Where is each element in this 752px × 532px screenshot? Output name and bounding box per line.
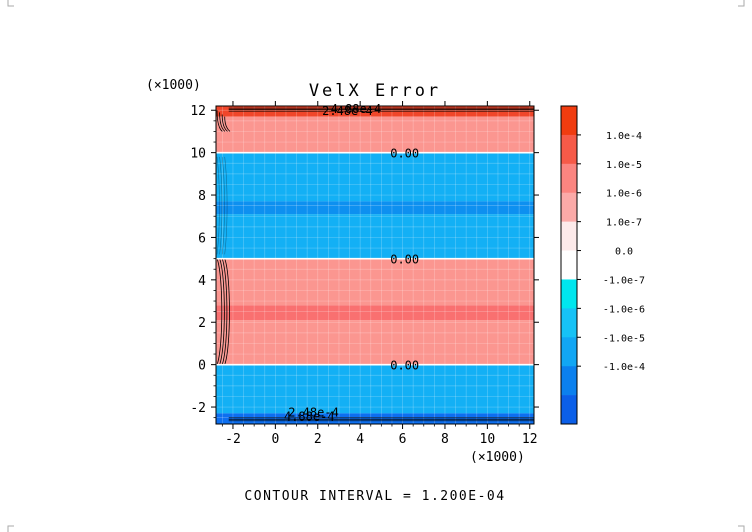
colorbar-label: -1.0e-7 [603,275,645,286]
band-2 [216,152,534,202]
colorbar-segment [561,192,577,222]
colorbar-segment [561,337,577,367]
chart-title: VelX Error [309,81,441,101]
colorbar-segment [561,308,577,338]
colorbar-label: -1.0e-5 [603,333,645,344]
edge-contour-top-left [224,116,231,132]
x-tick-label: 6 [399,432,407,447]
x-axis-multiplier: (×1000) [470,450,525,465]
colorbar-segment [561,279,577,309]
y-tick-label: 2 [198,316,206,331]
contour-labels: 0.000.000.002.48e-44.88e-42.48e-44.88e-4 [284,102,419,424]
colorbar-segment [561,163,577,194]
band-6 [216,305,534,321]
contour-label: 0.00 [390,253,419,267]
contour-label: 2.48e-4 [288,405,339,419]
y-tick-label: -2 [190,401,206,416]
y-tick-label: 6 [198,231,206,246]
x-tick-label: 8 [441,432,449,447]
colorbar-segment [561,134,577,165]
colorbar-segment [561,395,577,425]
edge-contour-left-blue [216,156,220,255]
colorbar-segment [561,250,577,280]
plot-frame [215,105,535,425]
colorbar-label: 1.0e-4 [606,131,642,142]
corner-marks [7,0,745,532]
band-3 [216,201,534,215]
x-tick-label: 0 [271,432,279,447]
colorbar-label: -1.0e-4 [603,362,645,373]
x-tick-label: -2 [225,432,241,447]
colorbar-segment [561,221,577,251]
edge-contour-left-blue [224,156,228,255]
y-tick-label: 0 [198,359,206,374]
y-axis-multiplier: (×1000) [146,78,201,93]
grid-lines [216,106,534,424]
colorbar-label: 0.0 [615,247,633,258]
y-tick-label: 10 [190,147,206,162]
y-tick-label: 8 [198,189,206,204]
contour-label: 0.00 [390,147,419,161]
colorbar: 1.0e-4 1.0e-5 1.0e-6 1.0e-7 0.0 -1.0e-7 -1.0e-… [560,105,645,425]
edge-contour-left-red [224,258,230,365]
colorbar-label: 1.0e-5 [606,160,642,171]
edge-contour-left-red [216,258,223,365]
edge-contour-top-left [219,112,226,132]
band-8 [216,364,534,414]
contour-field [216,106,534,424]
band-7 [216,320,534,365]
colorbar-label: -1.0e-6 [603,304,645,315]
edge-contours [216,107,534,422]
edge-contour-top-left [221,114,228,132]
contour-label: 0.00 [390,359,419,373]
edge-contour-left-blue [219,156,223,255]
y-tick-label: 12 [190,104,206,119]
edge-contour-left-red [221,258,228,365]
edge-contour-top-left [216,110,223,132]
x-axis: -2 0 2 4 6 8 10 12 [221,101,538,447]
x-tick-label: 2 [314,432,322,447]
contour-label: 4.88e-4 [331,102,382,116]
band-9 [216,413,534,424]
band-1 [216,116,534,153]
x-tick-label: 10 [480,432,496,447]
colorbar-label: 1.0e-6 [606,189,642,200]
x-tick-label: 4 [356,432,364,447]
colorbar-label: 1.0e-7 [606,218,642,229]
edge-contour-left-red [219,258,225,365]
band-5 [216,258,534,306]
colorbar-frame [560,105,578,425]
band-4 [216,214,534,259]
x-tick-label: 12 [522,432,538,447]
zero-contour-lines [216,151,534,366]
colorbar-segment [561,106,577,136]
colorbar-segment [561,366,577,396]
edge-contour-left-blue [221,156,225,255]
y-axis: -2 0 2 4 6 8 10 12 [190,104,539,419]
contour-label: 2.48e-4 [322,104,373,118]
contour-interval-footer: CONTOUR INTERVAL = 1.200E-04 [244,489,505,504]
contour-label: 4.88e-4 [284,410,335,424]
y-tick-label: 4 [198,274,206,289]
